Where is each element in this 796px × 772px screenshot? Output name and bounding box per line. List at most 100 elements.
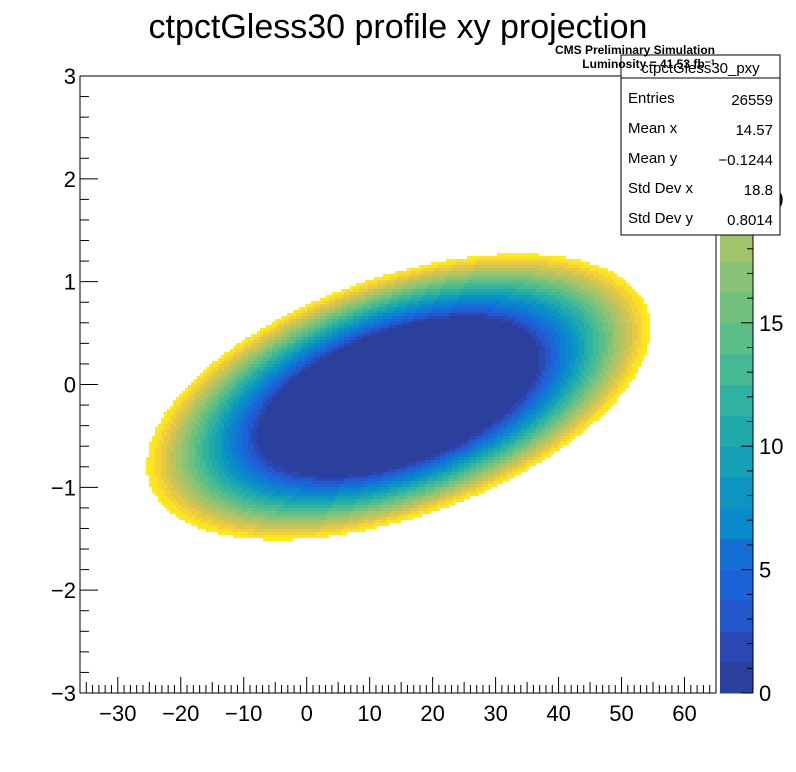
heatmap-cell	[569, 307, 572, 310]
heatmap-cell	[647, 334, 650, 337]
heatmap-cell	[206, 373, 209, 376]
heatmap-cell	[482, 304, 485, 307]
heatmap-cell	[452, 328, 455, 331]
heatmap-cell	[494, 334, 497, 337]
heatmap-cell	[473, 304, 476, 307]
heatmap-cell	[545, 355, 548, 358]
heatmap-cell	[566, 325, 569, 328]
heatmap-cell	[467, 322, 470, 325]
heatmap-cell	[518, 286, 521, 289]
heatmap-cell	[626, 295, 629, 298]
heatmap-cell	[263, 331, 266, 334]
heatmap-cell	[410, 373, 413, 376]
heatmap-cell	[332, 316, 335, 319]
heatmap-cell	[407, 274, 410, 277]
heatmap-cell	[530, 316, 533, 319]
heatmap-cell	[587, 310, 590, 313]
heatmap-cell	[617, 379, 620, 382]
heatmap-cell	[467, 292, 470, 295]
heatmap-cell	[599, 337, 602, 340]
heatmap-cell	[395, 340, 398, 343]
heatmap-cell	[629, 322, 632, 325]
heatmap-cell	[434, 346, 437, 349]
heatmap-cell	[230, 355, 233, 358]
heatmap-cell	[479, 259, 482, 262]
heatmap-cell	[326, 295, 329, 298]
heatmap-cell	[566, 364, 569, 367]
heatmap-cell	[401, 352, 404, 355]
heatmap-cell	[542, 328, 545, 331]
heatmap-cell	[494, 313, 497, 316]
heatmap-cell	[503, 298, 506, 301]
heatmap-cell	[605, 271, 608, 274]
heatmap-cell	[470, 373, 473, 376]
heatmap-cell	[506, 358, 509, 361]
heatmap-cell	[629, 358, 632, 361]
heatmap-cell	[440, 271, 443, 274]
heatmap-cell	[386, 379, 389, 382]
heatmap-cell	[449, 313, 452, 316]
heatmap-cell	[620, 355, 623, 358]
heatmap-cell	[236, 376, 239, 379]
heatmap-cell	[599, 370, 602, 373]
heatmap-cell	[500, 280, 503, 283]
heatmap-cell	[323, 316, 326, 319]
heatmap-cell	[602, 301, 605, 304]
heatmap-cell	[299, 334, 302, 337]
heatmap-cell	[329, 304, 332, 307]
heatmap-cell	[299, 349, 302, 352]
heatmap-cell	[509, 361, 512, 364]
heatmap-cell	[446, 337, 449, 340]
heatmap-cell	[383, 325, 386, 328]
heatmap-cell	[587, 271, 590, 274]
heatmap-cell	[347, 313, 350, 316]
heatmap-cell	[359, 322, 362, 325]
heatmap-cell	[530, 379, 533, 382]
heatmap-cell	[395, 274, 398, 277]
heatmap-cell	[581, 358, 584, 361]
heatmap-cell	[626, 358, 629, 361]
heatmap-cell	[398, 373, 401, 376]
heatmap-cell	[383, 277, 386, 280]
heatmap-cell	[341, 310, 344, 313]
heatmap-cell	[503, 361, 506, 364]
heatmap-cell	[500, 349, 503, 352]
heatmap-cell	[473, 277, 476, 280]
heatmap-cell	[614, 334, 617, 337]
heatmap-cell	[263, 334, 266, 337]
heatmap-cell	[497, 364, 500, 367]
heatmap-cell	[629, 331, 632, 334]
heatmap-cell	[623, 289, 626, 292]
heatmap-cell	[605, 367, 608, 370]
heatmap-cell	[383, 322, 386, 325]
heatmap-cell	[521, 271, 524, 274]
heatmap-cell	[590, 337, 593, 340]
heatmap-cell	[356, 301, 359, 304]
heatmap-cell	[524, 379, 527, 382]
heatmap-cell	[425, 310, 428, 313]
heatmap-cell	[527, 286, 530, 289]
heatmap-cell	[419, 328, 422, 331]
heatmap-cell	[470, 310, 473, 313]
heatmap-cell	[515, 271, 518, 274]
heatmap-cell	[533, 289, 536, 292]
heatmap-cell	[308, 352, 311, 355]
heatmap-cell	[521, 361, 524, 364]
heatmap-cell	[614, 298, 617, 301]
heatmap-cell	[440, 283, 443, 286]
heatmap-cell	[389, 376, 392, 379]
heatmap-cell	[281, 379, 284, 382]
heatmap-cell	[404, 376, 407, 379]
heatmap-cell	[473, 268, 476, 271]
heatmap-cell	[608, 322, 611, 325]
heatmap-cell	[554, 331, 557, 334]
heatmap-cell	[641, 328, 644, 331]
heatmap-cell	[512, 352, 515, 355]
heatmap-cell	[401, 304, 404, 307]
heatmap-cell	[302, 346, 305, 349]
heatmap-cell	[350, 373, 353, 376]
heatmap-cell	[560, 289, 563, 292]
heatmap-cell	[230, 358, 233, 361]
heatmap-cell	[452, 304, 455, 307]
heatmap-cell	[362, 328, 365, 331]
